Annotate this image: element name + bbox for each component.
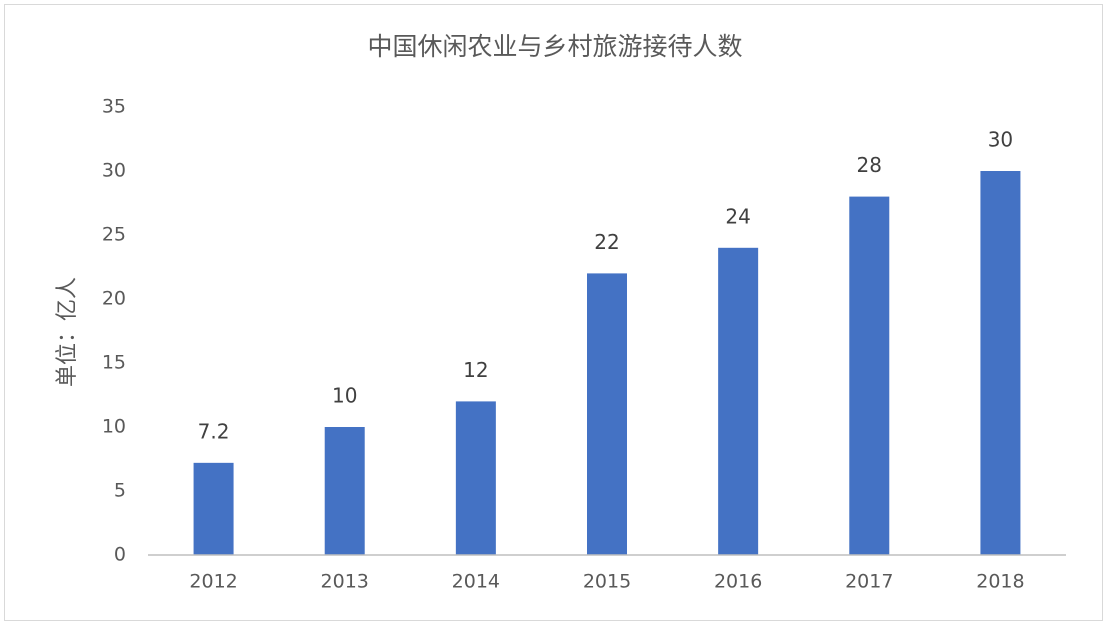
y-tick-label: 0 xyxy=(114,544,126,566)
data-label: 22 xyxy=(594,230,619,254)
x-tick-label: 2012 xyxy=(189,571,237,593)
x-tick-label: 2014 xyxy=(452,571,500,593)
bar xyxy=(587,273,627,555)
y-tick-label: 30 xyxy=(102,160,126,182)
chart-title: 中国休闲农业与乡村旅游接待人数 xyxy=(367,32,742,61)
bar xyxy=(849,196,890,555)
data-label: 7.2 xyxy=(198,419,230,443)
x-tick-label: 2015 xyxy=(583,571,631,593)
data-label: 12 xyxy=(463,358,488,382)
data-label: 28 xyxy=(857,153,882,177)
x-tick-label: 2018 xyxy=(976,571,1024,593)
data-label: 10 xyxy=(332,384,357,408)
data-label: 24 xyxy=(725,204,750,228)
x-tick-label: 2017 xyxy=(845,571,893,593)
bar xyxy=(324,427,365,555)
y-tick-label: 20 xyxy=(102,288,126,310)
y-tick-label: 5 xyxy=(114,480,126,502)
x-tick-label: 2016 xyxy=(714,571,762,593)
data-label: 30 xyxy=(988,128,1013,152)
x-tick-label: 2013 xyxy=(321,571,369,593)
y-tick-label: 15 xyxy=(102,352,126,374)
y-tick-label: 25 xyxy=(102,224,126,246)
bar xyxy=(980,171,1021,555)
y-tick-label: 10 xyxy=(102,416,126,438)
y-axis-label: 单位：亿人 xyxy=(55,277,80,387)
y-tick-label: 35 xyxy=(102,96,126,118)
chart-frame xyxy=(4,4,1103,621)
bar xyxy=(455,401,496,555)
bar xyxy=(193,462,234,555)
bar xyxy=(718,247,759,556)
